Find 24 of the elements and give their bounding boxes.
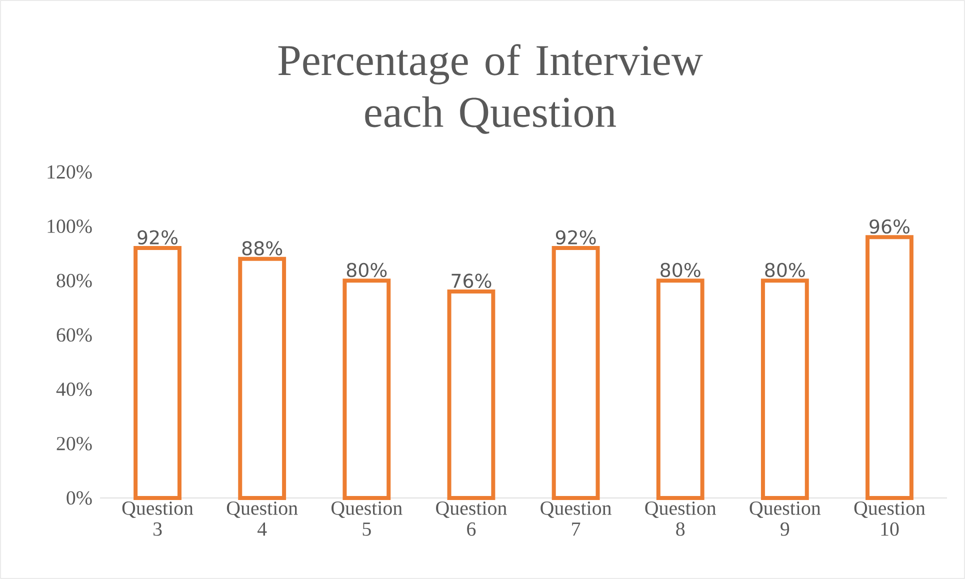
data-label: 80% (765, 262, 805, 278)
data-label: 96% (870, 219, 910, 234)
y-tick-label: 60% (56, 328, 92, 342)
y-tick-label: 120% (48, 165, 92, 179)
y-tick-label: 100% (48, 220, 92, 234)
y-tick-label: 20% (56, 436, 92, 450)
data-label: 80% (346, 262, 387, 278)
data-label: 92% (556, 230, 596, 245)
x-tick-label: Question 10 (854, 502, 926, 536)
y-tick-label: 40% (56, 382, 92, 396)
x-tick-label: Question 6 (436, 502, 507, 536)
x-tick-label: Question 8 (645, 502, 716, 536)
data-label: 92% (138, 230, 178, 245)
y-tick-label: 0% (66, 491, 92, 505)
x-tick-label: Question 5 (331, 502, 402, 536)
chart-title: Percentage of Interview each Question (278, 44, 703, 134)
data-label: 88% (242, 241, 282, 256)
x-tick-label: Question 7 (540, 502, 612, 536)
x-tick-label: Question 9 (750, 502, 821, 536)
y-tick-label: 80% (56, 274, 92, 288)
x-tick-label: Question 4 (226, 502, 298, 536)
data-label: 76% (452, 274, 492, 288)
data-label: 80% (660, 262, 700, 278)
x-tick-label: Question 3 (122, 502, 194, 536)
